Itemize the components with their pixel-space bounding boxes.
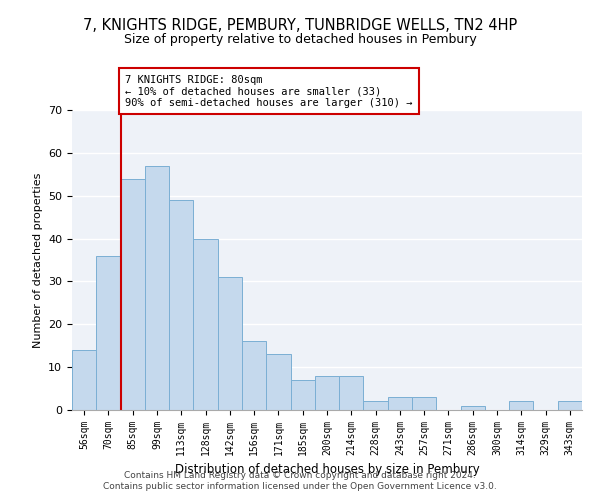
Bar	[193, 238, 218, 410]
Bar	[72, 350, 96, 410]
Bar	[145, 166, 169, 410]
Bar	[412, 397, 436, 410]
Bar	[121, 178, 145, 410]
Text: Contains public sector information licensed under the Open Government Licence v3: Contains public sector information licen…	[103, 482, 497, 491]
Y-axis label: Number of detached properties: Number of detached properties	[32, 172, 43, 348]
Bar	[218, 277, 242, 410]
Text: Contains HM Land Registry data © Crown copyright and database right 2024.: Contains HM Land Registry data © Crown c…	[124, 470, 476, 480]
Text: 7 KNIGHTS RIDGE: 80sqm
← 10% of detached houses are smaller (33)
90% of semi-det: 7 KNIGHTS RIDGE: 80sqm ← 10% of detached…	[125, 74, 413, 108]
X-axis label: Distribution of detached houses by size in Pembury: Distribution of detached houses by size …	[175, 464, 479, 476]
Bar	[509, 402, 533, 410]
Bar	[388, 397, 412, 410]
Text: 7, KNIGHTS RIDGE, PEMBURY, TUNBRIDGE WELLS, TN2 4HP: 7, KNIGHTS RIDGE, PEMBURY, TUNBRIDGE WEL…	[83, 18, 517, 32]
Bar	[558, 402, 582, 410]
Bar	[339, 376, 364, 410]
Bar	[364, 402, 388, 410]
Bar	[290, 380, 315, 410]
Bar	[96, 256, 121, 410]
Bar	[242, 342, 266, 410]
Bar	[266, 354, 290, 410]
Bar	[169, 200, 193, 410]
Bar	[461, 406, 485, 410]
Bar	[315, 376, 339, 410]
Text: Size of property relative to detached houses in Pembury: Size of property relative to detached ho…	[124, 32, 476, 46]
